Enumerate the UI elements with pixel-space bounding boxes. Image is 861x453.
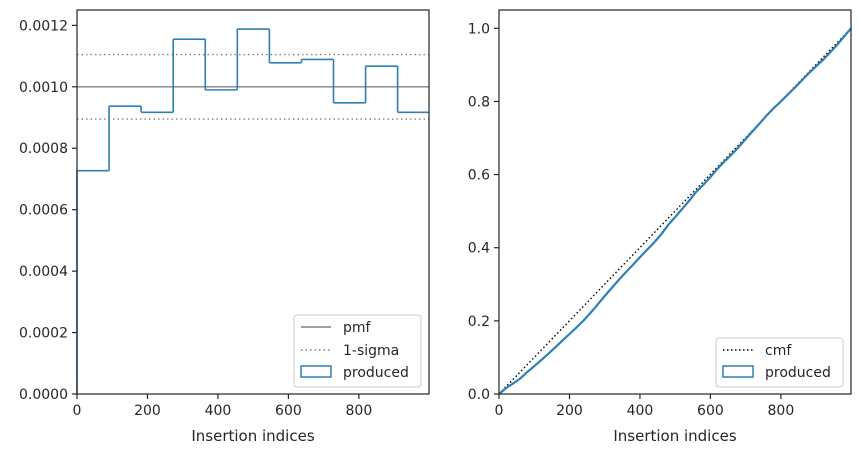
legend-cmf-label: cmf (765, 343, 792, 359)
plot-frame (498, 9, 852, 395)
x-axis-ticks: 0 200 400 600 800 (495, 394, 795, 419)
x-tick-label: 400 (205, 403, 232, 419)
produced-histogram (76, 28, 429, 394)
legend: cmf produced (715, 337, 844, 388)
x-tick-label: 800 (346, 403, 373, 419)
cmf-chart: 0 200 400 600 800 0.0 0.2 0.4 0.6 0.8 1.0 Inserti… (468, 9, 852, 445)
y-tick-label: 0.0004 (19, 264, 68, 280)
y-tick-label: 0.0008 (19, 141, 68, 157)
y-tick-label: 0.0010 (19, 80, 68, 96)
legend-sigma-label: 1-sigma (343, 343, 399, 359)
legend-pmf-label: pmf (343, 320, 372, 336)
reference-lines (77, 53, 429, 120)
y-tick-label: 1.0 (468, 21, 490, 37)
x-axis-label: Insertion indices (191, 427, 314, 445)
legend-box (293, 314, 422, 388)
y-tick-label: 0.8 (468, 94, 490, 110)
legend-produced-label: produced (765, 365, 831, 381)
x-tick-label: 0 (73, 403, 82, 419)
y-tick-label: 0.6 (468, 168, 490, 184)
y-axis-ticks: 0.0000 0.0002 0.0004 0.0006 0.0008 0.0010 0.00… (19, 18, 77, 403)
legend-produced-swatch (722, 365, 754, 378)
x-tick-label: 800 (768, 403, 795, 419)
x-axis-ticks: 0 200 400 600 800 (73, 394, 373, 419)
y-tick-label: 0.0006 (19, 203, 68, 219)
y-tick-label: 0.4 (468, 241, 490, 257)
y-axis-ticks: 0.0 0.2 0.4 0.6 0.8 1.0 (468, 21, 499, 403)
x-axis-label: Insertion indices (613, 427, 736, 445)
legend-produced-label: produced (343, 365, 409, 381)
y-tick-label: 0.0 (468, 387, 490, 403)
y-tick-label: 0.0012 (19, 18, 68, 34)
x-tick-label: 200 (556, 403, 583, 419)
y-tick-label: 0.0002 (19, 326, 68, 342)
y-tick-label: 0.2 (468, 314, 490, 330)
y-tick-label: 0.0000 (19, 387, 68, 403)
x-tick-label: 600 (275, 403, 302, 419)
plot-frame (76, 9, 430, 395)
x-tick-label: 200 (134, 403, 161, 419)
legend: pmf 1-sigma produced (293, 314, 422, 388)
x-tick-label: 600 (697, 403, 724, 419)
x-tick-label: 0 (495, 403, 504, 419)
legend-produced-swatch (300, 365, 332, 378)
x-tick-label: 400 (627, 403, 654, 419)
pmf-chart: 0 200 400 600 800 0.00000.00020.00040.00060.… (19, 9, 430, 445)
produced-line (498, 27, 852, 395)
cmf-line (498, 27, 852, 395)
